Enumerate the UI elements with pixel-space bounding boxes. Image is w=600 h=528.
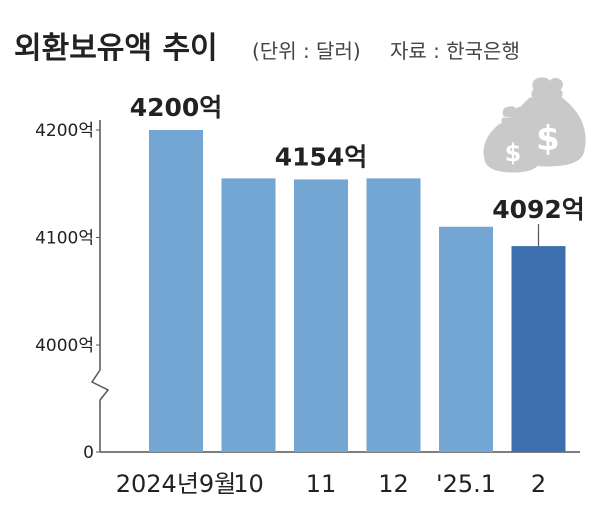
x-tick-label: 12 — [378, 470, 409, 498]
bar — [149, 130, 203, 452]
value-labels: 4200억 4154억 4092억 — [130, 93, 585, 247]
bar — [511, 246, 566, 452]
chart-title: 외환보유액 추이 — [14, 31, 218, 66]
unit-note: (단위 : 달러) — [252, 39, 361, 63]
bar — [366, 178, 421, 452]
y-tick-labels: 4200억 4100억 4000억 0 — [35, 121, 100, 463]
bar — [294, 179, 348, 452]
y-tick-label: 4100억 — [35, 229, 94, 249]
y-tick-label: 0 — [83, 443, 94, 463]
svg-text:$: $ — [505, 139, 522, 167]
money-bags-icon: $ $ — [483, 77, 586, 173]
source-note: 자료 : 한국은행 — [390, 39, 520, 63]
x-tick-label: 2024년9월 — [116, 470, 237, 498]
y-tick-label: 4200억 — [35, 121, 94, 141]
x-tick-label: 10 — [233, 470, 264, 498]
bar — [221, 178, 276, 452]
x-tick-label: '25.1 — [436, 470, 496, 498]
x-tick-label: 2 — [531, 470, 546, 498]
value-label: 4092억 — [492, 195, 585, 224]
value-label: 4154억 — [275, 142, 368, 171]
svg-text:$: $ — [536, 119, 560, 159]
y-tick-label: 4000억 — [35, 336, 94, 356]
bars — [149, 130, 566, 452]
bar — [439, 226, 493, 452]
value-label: 4200억 — [130, 93, 223, 122]
y-axis-break — [90, 369, 110, 401]
x-tick-label: 11 — [306, 470, 337, 498]
